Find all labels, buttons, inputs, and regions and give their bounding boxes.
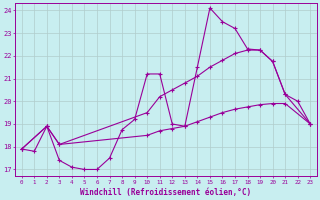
X-axis label: Windchill (Refroidissement éolien,°C): Windchill (Refroidissement éolien,°C) (80, 188, 252, 197)
